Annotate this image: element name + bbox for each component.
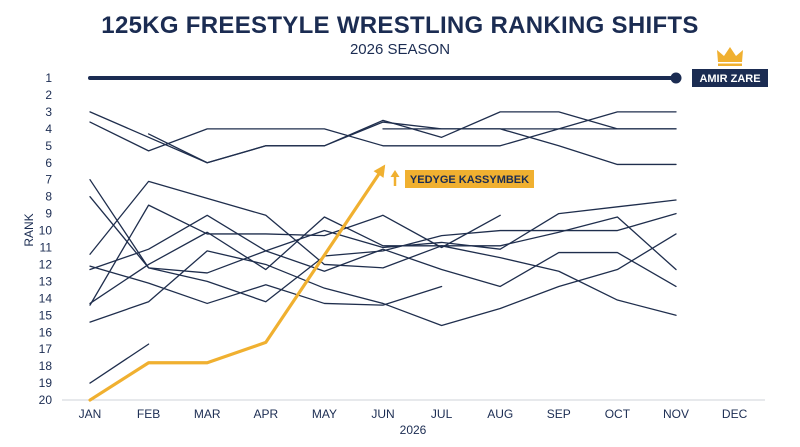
chart-subtitle: 2026 SEASON (349, 41, 451, 58)
y-tick-label: 4 (45, 122, 52, 136)
crown-icon (717, 47, 743, 62)
x-tick-label: AUG (487, 407, 513, 421)
highlighted-series-arrowhead (373, 164, 386, 178)
leader-label: AMIR ZARE (699, 73, 760, 85)
leader-endpoint-dot (670, 72, 682, 84)
series-line (89, 204, 501, 306)
y-tick-label: 19 (39, 376, 53, 390)
x-tick-label: DEC (722, 407, 748, 421)
y-tick-label: 1 (45, 71, 52, 85)
y-tick-label: 9 (45, 207, 52, 221)
y-tick-label: 13 (39, 274, 53, 288)
x-tick-label: MAR (194, 407, 221, 421)
x-tick-label: JAN (79, 407, 102, 421)
series-line (89, 214, 677, 288)
x-tick-label: NOV (663, 407, 689, 421)
x-tick-label: SEP (547, 407, 571, 421)
series-line (89, 111, 677, 152)
y-tick-label: 5 (45, 139, 52, 153)
series-line (147, 121, 677, 166)
series-line (89, 111, 677, 164)
x-axis-title: 2026 (400, 423, 427, 437)
highlighted-label: YEDYGE KASSYMBEK (410, 174, 529, 186)
highlighted-label-box (405, 170, 534, 188)
series-line (89, 195, 677, 274)
y-tick-label: 16 (39, 325, 53, 339)
crown-icon-base (718, 63, 742, 66)
series-line (89, 179, 677, 303)
x-tick-label: OCT (605, 407, 631, 421)
background-series (89, 111, 677, 384)
series-line (89, 233, 677, 327)
highlighted-series: AMIR ZARE YEDYGE KASSYMBEK (88, 47, 768, 402)
y-tick-label: 3 (45, 105, 52, 119)
y-tick-label: 10 (39, 224, 53, 238)
x-tick-label: APR (253, 407, 278, 421)
y-tick-label: 15 (39, 308, 53, 322)
y-tick-label: 20 (39, 393, 53, 407)
y-tick-label: 14 (39, 291, 53, 305)
y-tick-label: 11 (40, 241, 53, 255)
x-axis-ticks: JAN FEB MAR APR MAY JUN JUL AUG SEP OCT NOV DEC (79, 407, 748, 421)
y-tick-label: 7 (45, 173, 52, 187)
y-tick-label: 17 (39, 342, 53, 356)
highlighted-series-line (88, 166, 385, 402)
series-line (89, 343, 150, 384)
x-tick-label: MAY (312, 407, 337, 421)
x-tick-label: FEB (137, 407, 160, 421)
chart-title: 125KG FREESTYLE WRESTLING RANKING SHIFTS (101, 12, 699, 39)
y-tick-label: 18 (39, 359, 53, 373)
y-axis-title: RANK (22, 213, 36, 246)
y-tick-label: 8 (45, 190, 52, 204)
y-tick-label: 12 (39, 257, 53, 271)
series-line (89, 265, 443, 306)
y-tick-label: 2 (45, 88, 52, 102)
leader-label-box (692, 69, 768, 87)
x-tick-label: JUL (431, 407, 453, 421)
x-tick-label: JUN (371, 407, 394, 421)
series-line (89, 216, 677, 305)
y-tick-label: 6 (45, 156, 52, 170)
up-arrow-icon-head (390, 170, 400, 177)
